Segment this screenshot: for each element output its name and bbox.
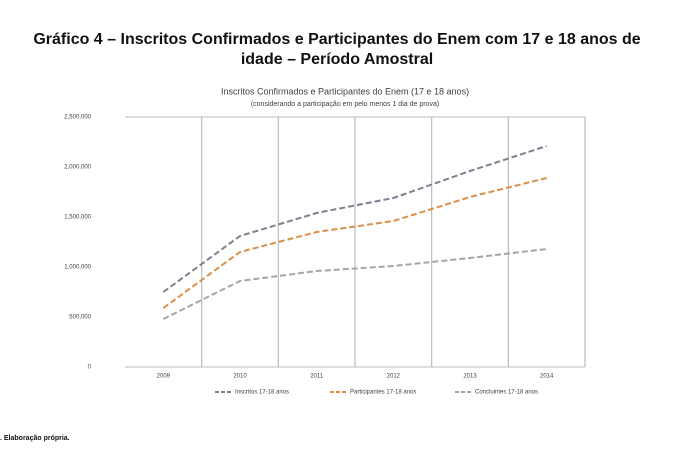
x-tick-label: 2012	[387, 374, 401, 380]
series-line	[162, 145, 547, 293]
y-tick-label: 1,500,000	[64, 215, 91, 221]
x-tick-label: 2011	[310, 374, 324, 380]
legend-label: Participantes 17-18 anos	[350, 390, 416, 396]
y-tick-label: 1,000,000	[64, 265, 91, 271]
x-tick-label: 2014	[540, 374, 554, 380]
heading-line: Gráfico 4 – Inscritos Confirmados e Part…	[33, 31, 640, 48]
y-tick-label: 500,000	[69, 315, 91, 321]
legend-label: Concluintes 17-18 anos	[475, 390, 538, 396]
series-line	[162, 248, 547, 320]
legend-label: Inscritos 17-18 anos	[235, 390, 289, 396]
heading-line: idade – Período Amostral	[241, 51, 433, 68]
footer: . Elaboração própria.	[0, 435, 70, 442]
series-line	[162, 177, 547, 309]
y-tick-label: 2,500,000	[64, 115, 91, 121]
y-tick-label: 0	[88, 365, 92, 371]
chart-title: Inscritos Confirmados e Participantes do…	[221, 86, 469, 96]
chart-subtitle: (considerando a participação em pelo men…	[251, 101, 439, 108]
y-tick-label: 2,000,000	[64, 165, 91, 171]
x-tick-label: 2009	[157, 374, 171, 380]
x-tick-label: 2013	[463, 374, 477, 380]
x-tick-label: 2010	[233, 374, 247, 380]
